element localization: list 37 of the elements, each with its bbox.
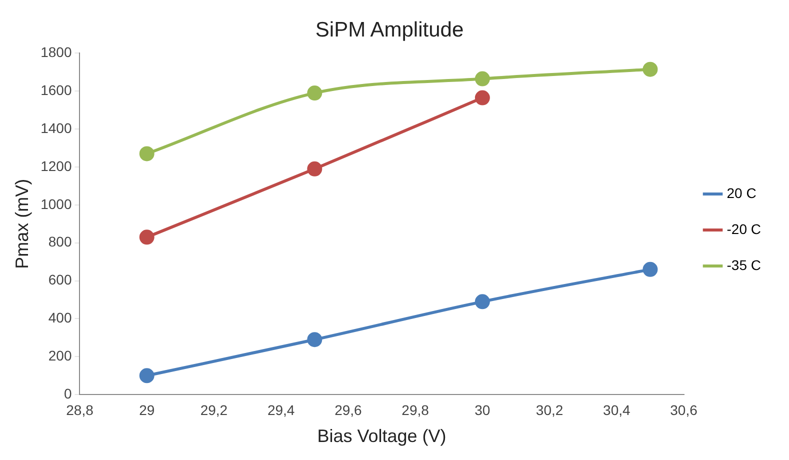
- point: [642, 262, 658, 277]
- x-tick-label: 30: [474, 402, 490, 418]
- point: [474, 71, 490, 86]
- y-tick-label: 200: [48, 348, 72, 364]
- point: [139, 230, 154, 245]
- point: [139, 368, 154, 384]
- y-tick-label: 1200: [40, 158, 72, 174]
- point: [642, 62, 658, 77]
- point: [474, 294, 490, 310]
- point: [139, 146, 154, 162]
- legend-label: 20 C: [726, 184, 756, 201]
- y-tick-label: 1800: [40, 44, 72, 60]
- x-tick-label: 30,4: [603, 402, 630, 418]
- y-tick-label: 600: [48, 272, 72, 288]
- x-tick-label: 29,2: [200, 402, 228, 418]
- point: [474, 90, 490, 106]
- point: [307, 86, 322, 101]
- y-tick-label: 1600: [40, 82, 72, 98]
- y-tick-label: 800: [48, 234, 72, 250]
- x-tick-label: 30,6: [670, 402, 698, 418]
- x-tick-label: 29,6: [334, 402, 362, 418]
- x-axis-title: Bias Voltage (V): [317, 426, 446, 446]
- point: [307, 161, 322, 176]
- x-tick-label: 29,4: [267, 402, 295, 418]
- y-tick-label: 0: [64, 385, 72, 402]
- x-tick-label: 29: [139, 402, 155, 418]
- legend-label: -35 C: [726, 256, 761, 273]
- x-tick-label: 29,8: [402, 402, 430, 418]
- point: [307, 332, 322, 348]
- legend-label: -20 C: [726, 220, 761, 237]
- x-tick-label: 30,2: [536, 402, 564, 418]
- y-tick-label: 1400: [40, 120, 72, 136]
- y-axis-title: Pmax (mV): [12, 178, 32, 269]
- y-tick-label: 400: [48, 310, 72, 326]
- y-tick-label: 1000: [40, 196, 72, 212]
- chart-title: SiPM Amplitude: [315, 18, 464, 42]
- x-tick-label: 28,8: [66, 402, 94, 418]
